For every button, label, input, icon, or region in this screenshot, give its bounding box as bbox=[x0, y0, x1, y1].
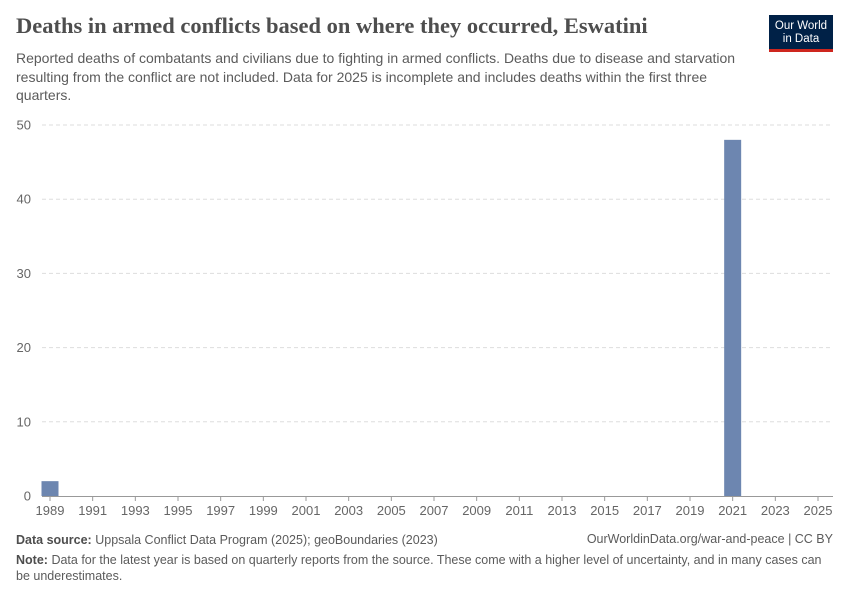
owid-logo[interactable]: Our World in Data bbox=[769, 15, 833, 52]
x-tick-label: 2003 bbox=[334, 503, 363, 518]
note-label: Note: bbox=[16, 553, 48, 567]
x-tick-label: 2019 bbox=[676, 503, 705, 518]
y-tick-label: 10 bbox=[17, 414, 31, 429]
note-text: Data for the latest year is based on qua… bbox=[16, 553, 822, 583]
x-tick-label: 2021 bbox=[718, 503, 747, 518]
x-tick-label: 2005 bbox=[377, 503, 406, 518]
chart-subtitle: Reported deaths of combatants and civili… bbox=[16, 50, 736, 103]
y-tick-label: 50 bbox=[17, 118, 31, 133]
bar-chart: 0 10 20 30 40 50 1989 1991 1993 1995 1997 1999 2001 2… bbox=[17, 118, 833, 518]
x-tick-label: 2017 bbox=[633, 503, 662, 518]
x-tick-label: 2001 bbox=[292, 503, 321, 518]
logo-line-2: in Data bbox=[782, 33, 820, 45]
chart-note: Note: Data for the latest year is based … bbox=[16, 552, 828, 584]
credit-link[interactable]: OurWorldinData.org/war-and-peace | CC BY bbox=[586, 532, 833, 546]
x-tick-label: 2011 bbox=[505, 503, 533, 518]
x-tick-label: 2013 bbox=[548, 503, 577, 518]
x-tick-label: 2015 bbox=[590, 503, 619, 518]
y-tick-label: 40 bbox=[17, 192, 31, 207]
bar-1989 bbox=[41, 481, 59, 496]
x-tick-label: 1993 bbox=[121, 503, 150, 518]
source-label: Data source: bbox=[16, 533, 92, 547]
x-tick-label: 2007 bbox=[420, 503, 449, 518]
y-tick-label: 0 bbox=[24, 489, 31, 504]
x-tick-label: 1995 bbox=[164, 503, 193, 518]
chart-title: Deaths in armed conflicts based on where… bbox=[16, 13, 648, 38]
logo-line-1: Our World bbox=[774, 20, 828, 32]
x-tick-label: 1991 bbox=[78, 503, 107, 518]
x-tick-label: 1989 bbox=[36, 503, 65, 518]
y-tick-label: 20 bbox=[17, 340, 31, 355]
x-tick-label: 1997 bbox=[206, 503, 235, 518]
x-tick-label: 2023 bbox=[761, 503, 790, 518]
x-tick-label: 2025 bbox=[804, 503, 833, 518]
x-tick-label: 1999 bbox=[249, 503, 278, 518]
bar-2021 bbox=[724, 139, 742, 496]
y-tick-label: 30 bbox=[17, 266, 31, 281]
x-tick-label: 2009 bbox=[462, 503, 491, 518]
source-text: Uppsala Conflict Data Program (2025); ge… bbox=[95, 533, 438, 547]
data-source: Data source: Uppsala Conflict Data Progr… bbox=[16, 532, 834, 548]
